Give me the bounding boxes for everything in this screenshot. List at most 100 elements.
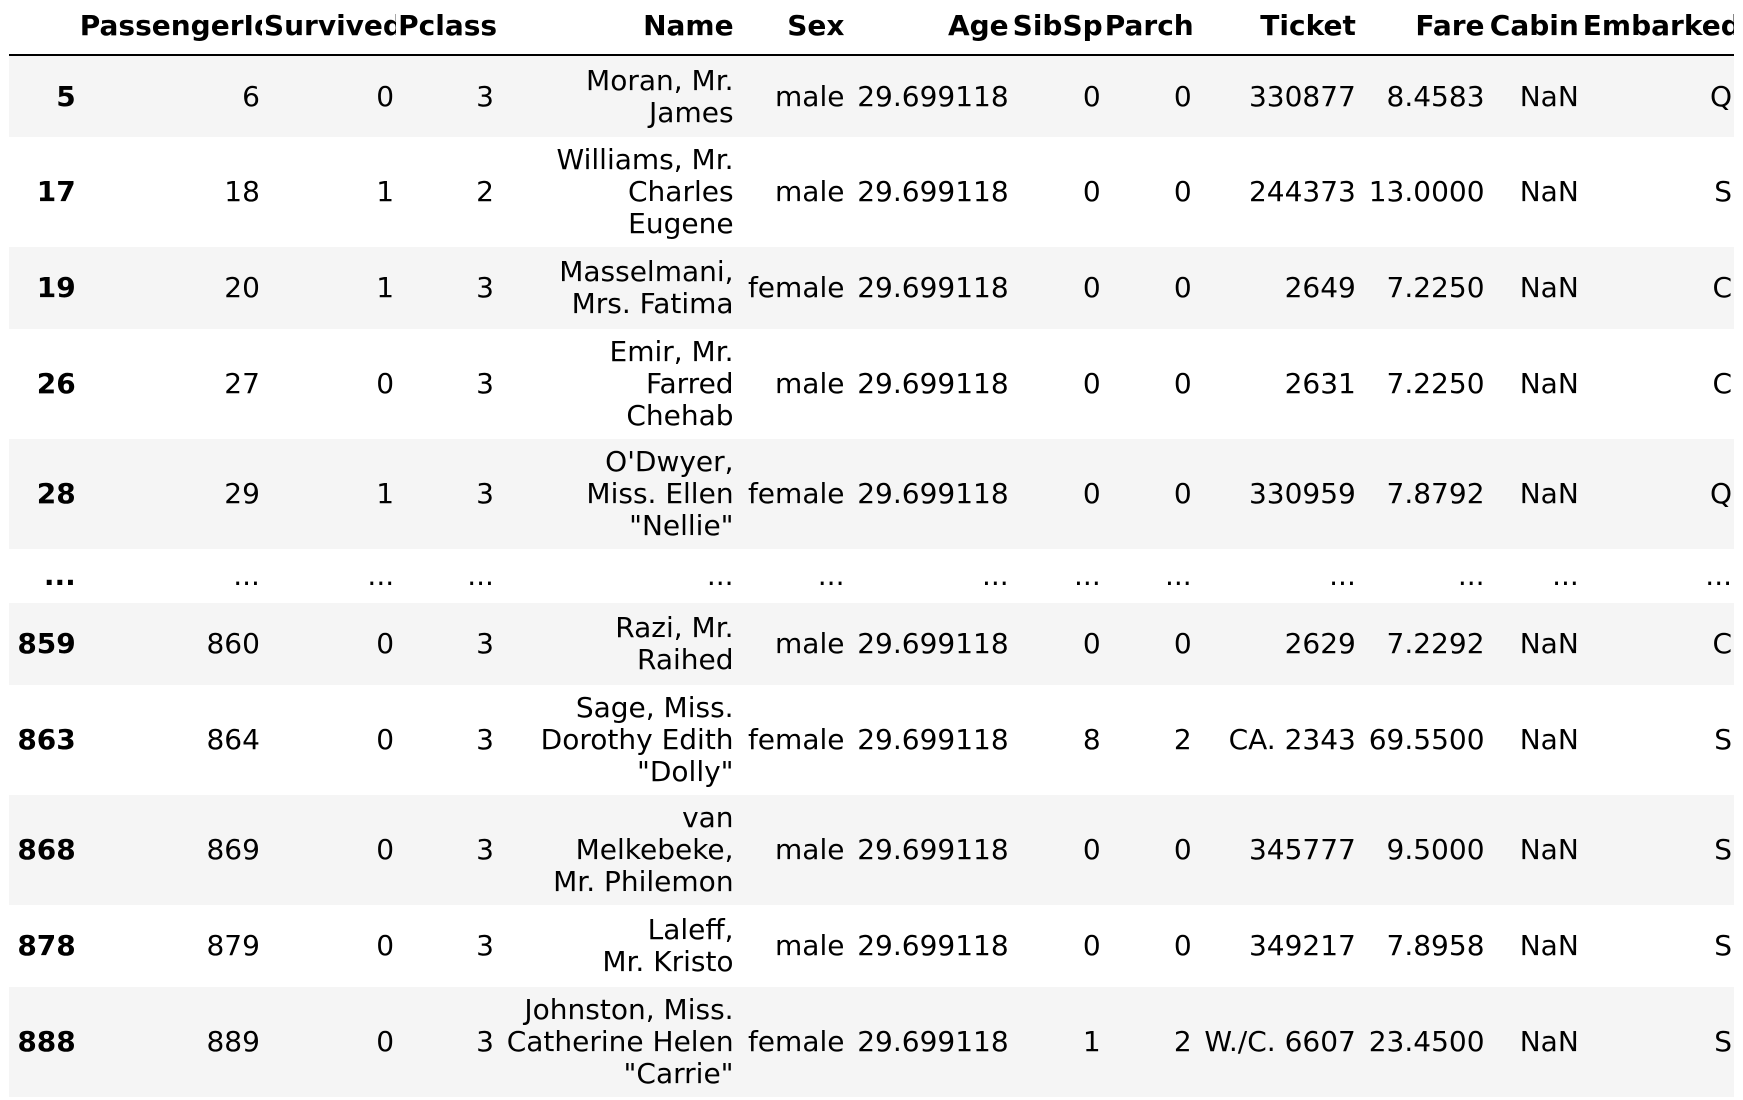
- header-name: Name: [495, 0, 736, 56]
- cell-age: 29.699118: [857, 477, 1009, 510]
- cell-parch: ...: [1164, 559, 1192, 592]
- cell-pclass: 2: [476, 175, 494, 208]
- cell-cabin: NaN: [1519, 79, 1579, 113]
- row-index: 17: [36, 175, 76, 208]
- cell-cabin: ...: [1552, 559, 1579, 592]
- cell-fare: 13.0000: [1368, 175, 1485, 208]
- name-line: Melkebeke,: [575, 833, 734, 866]
- cell-parch: 0: [1173, 367, 1192, 400]
- name-line: Charles: [628, 175, 734, 208]
- cell-sibsp: 0: [1082, 367, 1101, 400]
- cell-embarked: ...: [1705, 559, 1732, 592]
- cell-pclass: 3: [476, 271, 494, 304]
- cell-age: 29.699118: [857, 929, 1009, 962]
- row-index: 863: [17, 723, 76, 756]
- row-index: 26: [36, 367, 76, 400]
- cell-survived: 0: [376, 367, 395, 400]
- cell-fare: 9.5000: [1386, 833, 1485, 866]
- cell-embarked: S: [1714, 723, 1732, 756]
- cell-pclass: 3: [476, 477, 494, 510]
- cell-pclass: 3: [476, 627, 494, 660]
- cell-sex: female: [747, 477, 845, 510]
- cell-sex: female: [747, 723, 845, 756]
- name-line: Mr. Philemon: [553, 865, 734, 898]
- header-embarked: Embarked: [1580, 0, 1734, 56]
- header-age: Age: [846, 0, 1011, 56]
- header-index: [9, 0, 78, 56]
- cell-ticket: 349217: [1248, 929, 1356, 962]
- name-line: Miss. Ellen: [586, 477, 734, 510]
- table-body: 5 6 0 3 Moran, Mr. James male 29.699118 0 0 330877…: [9, 55, 1734, 1097]
- name-line: Sage, Miss.: [575, 691, 734, 724]
- name-line: "Nellie": [629, 509, 734, 542]
- name-line: Farred: [645, 367, 734, 400]
- cell-embarked: C: [1712, 627, 1732, 660]
- cell-survived: 1: [376, 175, 395, 208]
- cell-pclass: 3: [476, 833, 494, 866]
- cell-sibsp: ...: [1074, 559, 1101, 592]
- cell-age: 29.699118: [857, 367, 1009, 400]
- cell-name: Moran, Mr. James: [496, 55, 736, 137]
- row-index: 888: [17, 1025, 76, 1058]
- header-sex: Sex: [735, 0, 847, 56]
- name-line: Raihed: [637, 643, 734, 676]
- name-line: Moran, Mr.: [586, 63, 734, 97]
- cell-sex: male: [775, 833, 845, 866]
- cell-ticket: ...: [1329, 559, 1356, 592]
- table-row: 888 889 0 3 Johnston, Miss. Catherine Helen "C…: [9, 987, 1734, 1097]
- cell-parch: 0: [1173, 271, 1192, 304]
- name-line: van: [682, 801, 734, 834]
- header-survived: Survived: [261, 0, 397, 56]
- cell-sibsp: 0: [1082, 627, 1101, 660]
- row-index: 859: [17, 627, 76, 660]
- name-line: Mr. Kristo: [602, 945, 734, 978]
- cell-fare: 7.8792: [1386, 477, 1485, 510]
- cell-passengerid: ...: [233, 559, 260, 592]
- name-line: "Dolly": [636, 755, 734, 788]
- table-row: 863 864 0 3 Sage, Miss. Dorothy Edith "Dolly" f…: [9, 685, 1734, 795]
- cell-sex: male: [775, 79, 845, 113]
- cell-parch: 0: [1173, 175, 1192, 208]
- cell-parch: 0: [1173, 627, 1192, 660]
- cell-pclass: 3: [476, 929, 494, 962]
- cell-age: 29.699118: [857, 627, 1009, 660]
- name-line: Razi, Mr.: [615, 611, 734, 644]
- cell-cabin: NaN: [1519, 1025, 1579, 1058]
- cell-pclass: 3: [476, 79, 494, 113]
- cell-name: Emir, Mr. Farred Chehab: [496, 329, 736, 439]
- cell-cabin: NaN: [1519, 175, 1579, 208]
- cell-sibsp: 0: [1082, 271, 1101, 304]
- cell-name: Sage, Miss. Dorothy Edith "Dolly": [496, 685, 736, 795]
- cell-passengerid: 20: [224, 271, 260, 304]
- header-pclass: Pclass: [396, 0, 496, 56]
- header-fare: Fare: [1357, 0, 1487, 56]
- cell-ticket: 345777: [1248, 833, 1356, 866]
- cell-ticket: W./C. 6607: [1204, 1025, 1356, 1058]
- cell-embarked: S: [1714, 175, 1732, 208]
- name-line: Catherine Helen: [506, 1025, 734, 1058]
- cell-age: 29.699118: [857, 723, 1009, 756]
- cell-fare: 7.8958: [1386, 929, 1485, 962]
- cell-sex: male: [775, 175, 845, 208]
- name-line: Chehab: [626, 399, 734, 432]
- cell-fare: 23.4500: [1368, 1025, 1485, 1058]
- table-header: PassengerId Survived Pclass Name Sex Age…: [9, 0, 1734, 56]
- cell-passengerid: 6: [242, 79, 260, 113]
- cell-fare: 8.4583: [1386, 79, 1485, 113]
- row-index: 5: [56, 79, 76, 113]
- cell-survived: 0: [376, 833, 395, 866]
- cell-ticket: CA. 2343: [1228, 723, 1356, 756]
- row-index: ...: [43, 559, 76, 592]
- cell-sibsp: 1: [1082, 1025, 1101, 1058]
- header-row: PassengerId Survived Pclass Name Sex Age…: [9, 0, 1734, 56]
- cell-name: Johnston, Miss. Catherine Helen "Carrie": [496, 987, 736, 1097]
- cell-sex: ...: [817, 559, 845, 592]
- cell-cabin: NaN: [1519, 271, 1579, 304]
- cell-cabin: NaN: [1519, 367, 1579, 400]
- name-line: Johnston, Miss.: [524, 993, 734, 1026]
- cell-sibsp: 0: [1082, 79, 1101, 113]
- cell-name: Masselmani, Mrs. Fatima: [496, 247, 736, 329]
- cell-survived: 0: [376, 1025, 395, 1058]
- table-row: 19 20 1 3 Masselmani, Mrs. Fatima female 29.699…: [9, 247, 1734, 329]
- cell-age: ...: [981, 559, 1009, 592]
